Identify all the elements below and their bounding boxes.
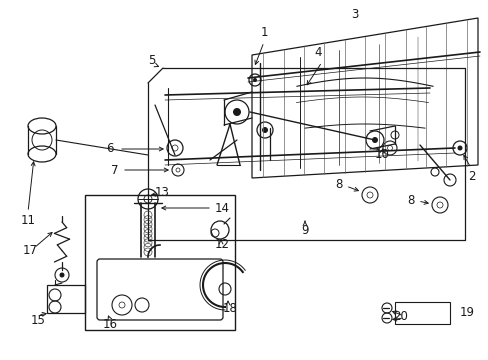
Text: 6: 6	[106, 143, 114, 156]
Text: 8: 8	[335, 179, 342, 192]
Text: 8: 8	[407, 194, 414, 207]
Text: 16: 16	[102, 319, 117, 332]
Circle shape	[252, 78, 257, 82]
Text: 13: 13	[154, 185, 169, 198]
Text: 7: 7	[110, 163, 118, 176]
Text: 20: 20	[392, 310, 407, 323]
Bar	[85, 195, 235, 330]
Text: 3: 3	[350, 8, 358, 21]
Text: 14: 14	[215, 202, 229, 215]
Text: 12: 12	[214, 238, 229, 252]
Circle shape	[232, 108, 241, 116]
Circle shape	[371, 137, 377, 143]
Text: 5: 5	[148, 54, 155, 67]
Circle shape	[262, 127, 267, 133]
Circle shape	[60, 273, 64, 278]
Text: 4: 4	[314, 45, 321, 58]
Text: 1: 1	[260, 26, 267, 39]
Text: 19: 19	[459, 306, 474, 319]
Text: 15: 15	[30, 314, 45, 327]
Circle shape	[457, 145, 462, 150]
Text: 18: 18	[222, 302, 237, 315]
Text: 2: 2	[468, 170, 475, 183]
Text: 17: 17	[22, 243, 38, 256]
Text: 11: 11	[20, 213, 36, 226]
Text: 10: 10	[374, 148, 389, 162]
Bar	[394, 302, 449, 324]
Text: 9: 9	[301, 224, 308, 237]
Bar	[47, 285, 85, 313]
